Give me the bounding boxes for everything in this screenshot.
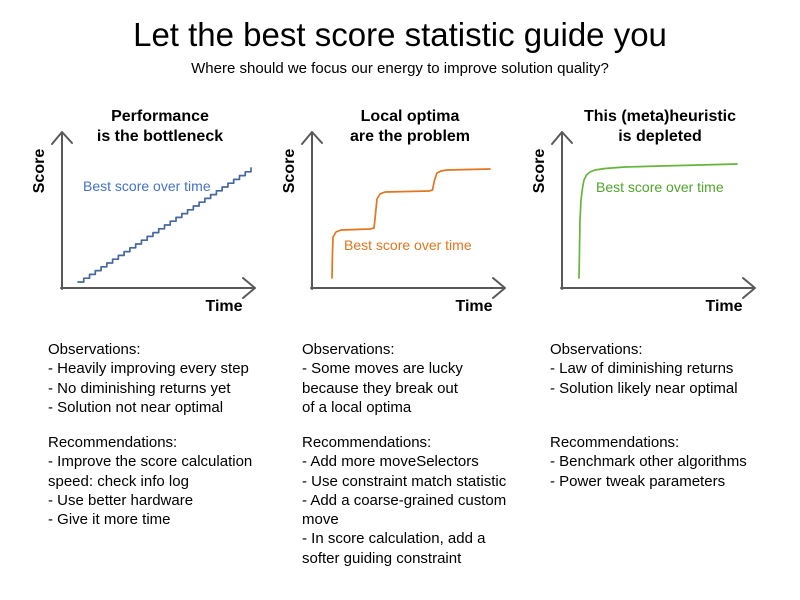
recommendation-item: - In score calculation, add a softer gui… (302, 530, 486, 567)
recommendation-item: - Use constraint match statistic (302, 472, 507, 490)
y-axis-label: Score (31, 148, 48, 194)
observation-item: - Solution not near optimal (48, 398, 224, 416)
x-axis-label: Time (455, 298, 493, 315)
series-line (77, 167, 252, 283)
mini-chart (301, 131, 506, 299)
observations-local-optima: Observations: - Some moves are lucky bec… (302, 340, 532, 417)
observations-heading: Observations: (550, 341, 643, 358)
series-label: Best score over time (83, 178, 211, 194)
y-axis-arrow-icon (551, 131, 573, 145)
recommendations-performance: Recommendations: - Improve the score cal… (48, 433, 278, 529)
recommendation-item: - Benchmark other algorithms (550, 453, 747, 471)
x-axis-arrow-icon (492, 277, 506, 299)
page-subtitle: Where should we focus our energy to impr… (191, 60, 609, 77)
chart-title: Local optima are the problem (349, 108, 471, 145)
recommendations-depleted: Recommendations: - Benchmark other algor… (550, 433, 780, 491)
y-axis-arrow-icon (51, 131, 73, 145)
chart-title: This (meta)heuristic is depleted (583, 108, 737, 145)
panel-performance-bottleneck: Performance is the bottleneck Score Time… (30, 100, 290, 335)
series-line (331, 168, 491, 279)
page-title: Let the best score statistic guide you (133, 16, 667, 53)
observations-heading: Observations: (48, 341, 141, 358)
recommendation-item: - Use better hardware (48, 491, 194, 509)
chart-title: Performance is the bottleneck (96, 108, 224, 145)
mini-chart (51, 131, 256, 299)
mini-chart (551, 131, 756, 299)
recommendation-item: - Add a coarse-grained custom move (302, 491, 507, 529)
series-line (578, 163, 738, 279)
observation-item: - Law of diminishing returns (550, 360, 734, 378)
recommendations-heading: Recommendations: (550, 434, 680, 451)
recommendation-item: - Add more moveSelectors (302, 453, 479, 471)
series-label: Best score over time (344, 237, 472, 253)
observation-item: - No diminishing returns yet (48, 379, 231, 397)
recommendation-item: - Give it more time (48, 511, 171, 529)
observations-performance: Observations: - Heavily improving every … (48, 340, 278, 417)
panel-heuristic-depleted: This (meta)heuristic is depleted Score T… (530, 100, 790, 335)
y-axis-label: Score (531, 148, 548, 194)
series-label: Best score over time (596, 179, 724, 195)
recommendations-heading: Recommendations: (48, 434, 178, 451)
recommendation-item: - Improve the score calculation speed: c… (48, 453, 253, 490)
observations-depleted: Observations: - Law of diminishing retur… (550, 340, 780, 398)
x-axis-label: Time (705, 298, 743, 315)
observation-item: - Heavily improving every step (48, 360, 249, 378)
y-axis-label: Score (281, 148, 298, 194)
recommendations-heading: Recommendations: (302, 434, 432, 451)
x-axis-label: Time (205, 298, 243, 315)
panel-local-optima: Local optima are the problem Score Time … (280, 100, 540, 335)
observations-heading: Observations: (302, 341, 395, 358)
recommendation-item: - Power tweak parameters (550, 472, 726, 490)
x-axis-arrow-icon (242, 277, 256, 299)
recommendations-local-optima: Recommendations: - Add more moveSelector… (302, 433, 532, 568)
observation-item: - Some moves are lucky because they brea… (302, 360, 463, 416)
x-axis-arrow-icon (742, 277, 756, 299)
observation-item: - Solution likely near optimal (550, 379, 738, 397)
y-axis-arrow-icon (301, 131, 323, 145)
